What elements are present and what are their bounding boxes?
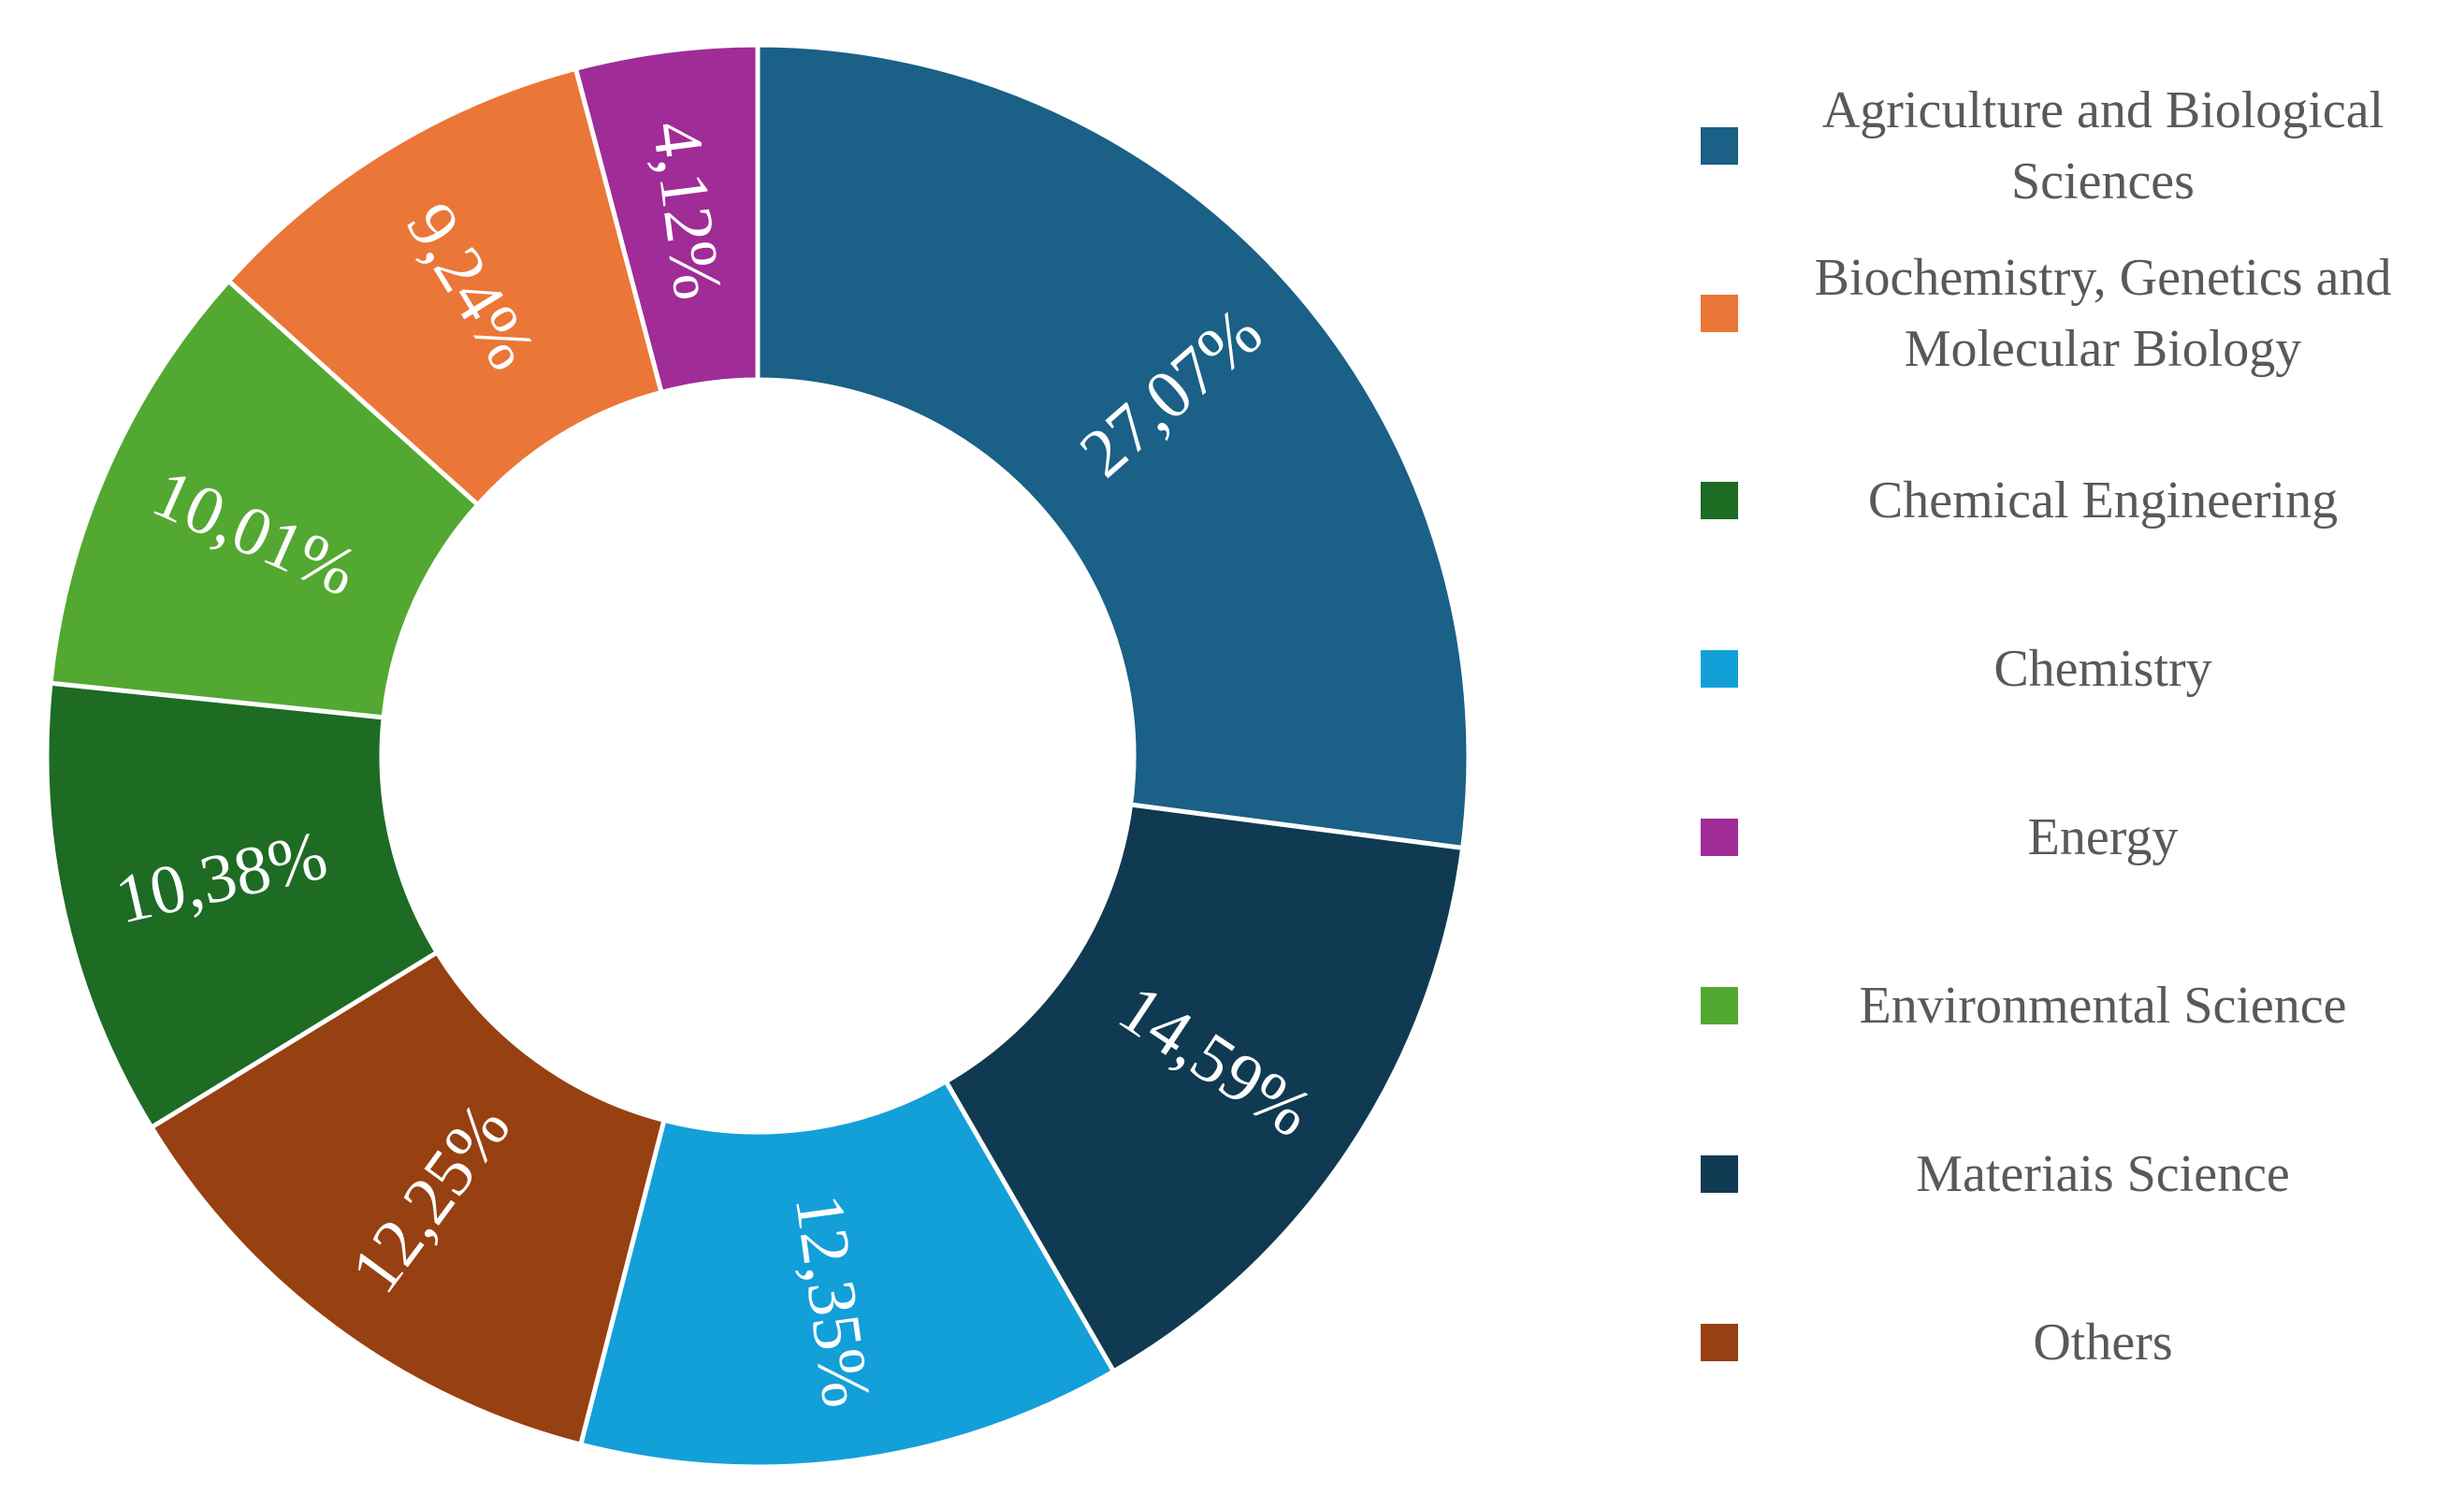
legend-item-others[interactable]: Others <box>1701 1314 2173 1372</box>
legend-swatch <box>1701 1155 1738 1193</box>
legend-label: Chemical Engineering <box>1868 472 2338 530</box>
slice-chemical-engineering[interactable] <box>44 680 441 1131</box>
legend-swatch <box>1701 819 1738 856</box>
legend: Agriculture and Biological Sciences Bioche… <box>1701 81 2391 1372</box>
legend-swatch <box>1701 1324 1738 1361</box>
legend-label: Molecular Biology <box>1905 320 2302 378</box>
legend-label: Materiais Science <box>1916 1145 2290 1203</box>
donut-slices <box>44 42 1471 1470</box>
legend-label: Biochemistry, Genetics and <box>1815 249 2392 307</box>
legend-item-chemistry[interactable]: Chemistry <box>1701 640 2212 698</box>
legend-swatch <box>1701 650 1738 688</box>
legend-label: Others <box>2033 1314 2172 1372</box>
legend-label: Environmental Science <box>1860 977 2347 1035</box>
legend-label: Sciences <box>2011 152 2195 210</box>
legend-label: Energy <box>2028 808 2179 866</box>
slice-others[interactable] <box>148 949 667 1448</box>
legend-label: Agriculture and Biological <box>1822 81 2384 139</box>
legend-swatch <box>1701 127 1738 165</box>
slice-energy[interactable] <box>573 42 761 396</box>
legend-item-materiais-science[interactable]: Materiais Science <box>1701 1145 2290 1203</box>
legend-item-agriculture-and-biological-sciences[interactable]: Agriculture and Biological Sciences <box>1701 81 2384 210</box>
legend-swatch <box>1701 987 1738 1024</box>
legend-item-energy[interactable]: Energy <box>1701 808 2178 866</box>
slice-environmental-science[interactable] <box>48 277 482 720</box>
legend-label: Chemistry <box>1993 640 2211 698</box>
legend-swatch <box>1701 482 1738 519</box>
legend-swatch <box>1701 295 1738 332</box>
legend-item-environmental-science[interactable]: Environmental Science <box>1701 977 2346 1035</box>
slice-materiais-science[interactable] <box>942 802 1466 1375</box>
slice-biochemistry-genetics-and-molecular-biology[interactable] <box>225 65 665 509</box>
legend-item-chemical-engineering[interactable]: Chemical Engineering <box>1701 472 2338 530</box>
slice-chemistry[interactable] <box>577 1078 1117 1470</box>
slice-agriculture-and-biological-sciences[interactable] <box>755 42 1471 851</box>
legend-item-biochemistry-genetics-and-molecular-biology[interactable]: Biochemistry, Genetics and Molecular Biol… <box>1701 249 2391 378</box>
